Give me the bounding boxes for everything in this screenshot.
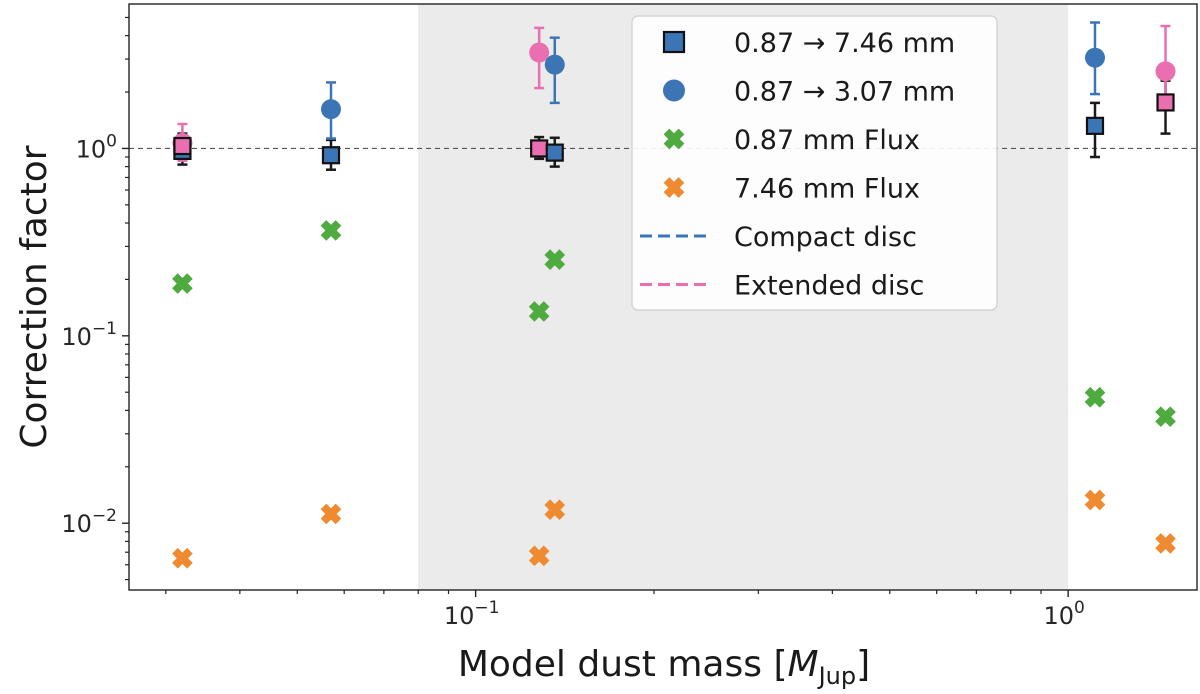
x-tick-label-0: 10−1	[444, 598, 500, 630]
x-tick-exp-0: −1	[474, 598, 499, 618]
flux-marker-0-2-stroke-b	[528, 301, 550, 322]
flux-marker-0-4	[1084, 386, 1106, 408]
y-tick-base-1: 10	[61, 323, 92, 351]
legend-entry-2: 0.87 mm Flux	[663, 125, 920, 156]
flux-marker-0-3	[544, 249, 566, 270]
legend-label-5: Extended disc	[734, 271, 924, 302]
x-axis-title-text: Model dust mass [	[458, 644, 788, 685]
x-axis-title: Model dust mass [MJup]	[458, 644, 870, 690]
flux-marker-0-0-stroke-b	[172, 273, 193, 294]
flux-marker-1-5	[1155, 533, 1176, 554]
y-tick-base-2: 10	[76, 135, 107, 163]
x-axis-title-symbol: M	[788, 644, 819, 685]
flux-marker-1-5-stroke-b	[1155, 533, 1176, 554]
legend-entry-0: 0.87 → 7.46 mm	[662, 28, 955, 59]
legend-label-4: Compact disc	[734, 222, 917, 253]
y-tick-label-1: 10−1	[61, 319, 117, 351]
x-tick-base-1: 10	[1043, 602, 1074, 630]
x-tick-label-1: 100	[1043, 598, 1084, 630]
y-tick-exp-1: −1	[92, 319, 117, 339]
axes-frame	[128, 3, 1198, 591]
flux-marker-1-3-stroke-b	[544, 499, 566, 521]
y-tick-exp-2: 0	[106, 131, 117, 151]
square-marker-3	[530, 139, 549, 158]
square-marker-2	[321, 146, 341, 165]
flux-marker-0-5	[1155, 406, 1176, 428]
legend-label-1: 0.87 → 3.07 mm	[734, 77, 955, 108]
flux-marker-0-1-stroke-b	[320, 220, 342, 241]
flux-marker-1-1	[320, 503, 342, 525]
flux-marker-1-2-stroke-b	[528, 545, 550, 567]
circle-marker-3	[544, 54, 565, 75]
flux-marker-1-2	[528, 545, 550, 567]
flux-marker-1-1-stroke-b	[320, 503, 342, 525]
circle-marker-4	[1084, 47, 1105, 68]
y-tick-label-2: 100	[76, 131, 117, 163]
square-marker-6	[1156, 93, 1175, 112]
legend-label-2: 0.87 mm Flux	[734, 125, 920, 156]
legend: 0.87 → 7.46 mm 0.87 → 3.07 mm 0.87 mm Flux…	[631, 15, 998, 311]
flux-marker-0-1	[320, 220, 342, 241]
square-marker-1	[173, 136, 192, 156]
legend-x-icon	[663, 177, 685, 198]
square-marker-5	[1085, 116, 1105, 135]
legend-entry-4: Compact disc	[640, 222, 917, 253]
flux-marker-0-5-stroke-b	[1155, 406, 1176, 428]
flux-marker-1-0	[172, 547, 193, 569]
legend-x-icon	[663, 128, 685, 150]
flux-marker-1-3	[544, 499, 566, 521]
legend-x-icon-stroke-b	[663, 128, 685, 150]
y-tick-exp-0: −2	[92, 506, 117, 526]
circle-marker-2	[529, 42, 550, 63]
y-tick-label-0: 10−2	[61, 506, 117, 538]
flux-marker-0-2	[528, 301, 550, 322]
legend-entry-3: 7.46 mm Flux	[663, 174, 920, 205]
x-axis-title-suffix: ]	[856, 644, 870, 685]
x-tick-exp-1: 0	[1074, 598, 1085, 618]
x-tick-base-0: 10	[444, 602, 475, 630]
legend-entry-1: 0.87 → 3.07 mm	[663, 77, 955, 108]
square-marker-4	[545, 143, 564, 162]
legend-circle-icon	[663, 79, 685, 102]
flux-marker-1-0-stroke-b	[172, 547, 193, 569]
circle-marker-5	[1155, 61, 1176, 82]
legend-square-icon	[662, 30, 686, 54]
legend-x-icon-stroke-b	[663, 177, 685, 198]
flux-marker-1-4-stroke-b	[1084, 489, 1106, 511]
flux-marker-0-3-stroke-b	[544, 249, 566, 270]
legend-label-3: 7.46 mm Flux	[734, 174, 920, 205]
y-tick-base-0: 10	[61, 510, 92, 538]
flux-marker-0-4-stroke-b	[1084, 386, 1106, 408]
legend-box	[631, 15, 998, 311]
circle-marker-1	[320, 99, 341, 120]
legend-entry-5: Extended disc	[640, 271, 924, 302]
legend-label-0: 0.87 → 7.46 mm	[734, 28, 955, 59]
y-axis-title: Correction factor	[14, 145, 55, 448]
flux-marker-0-0	[172, 273, 193, 294]
x-axis-title-subscript: Jup	[817, 662, 857, 690]
flux-marker-1-4	[1084, 489, 1106, 511]
